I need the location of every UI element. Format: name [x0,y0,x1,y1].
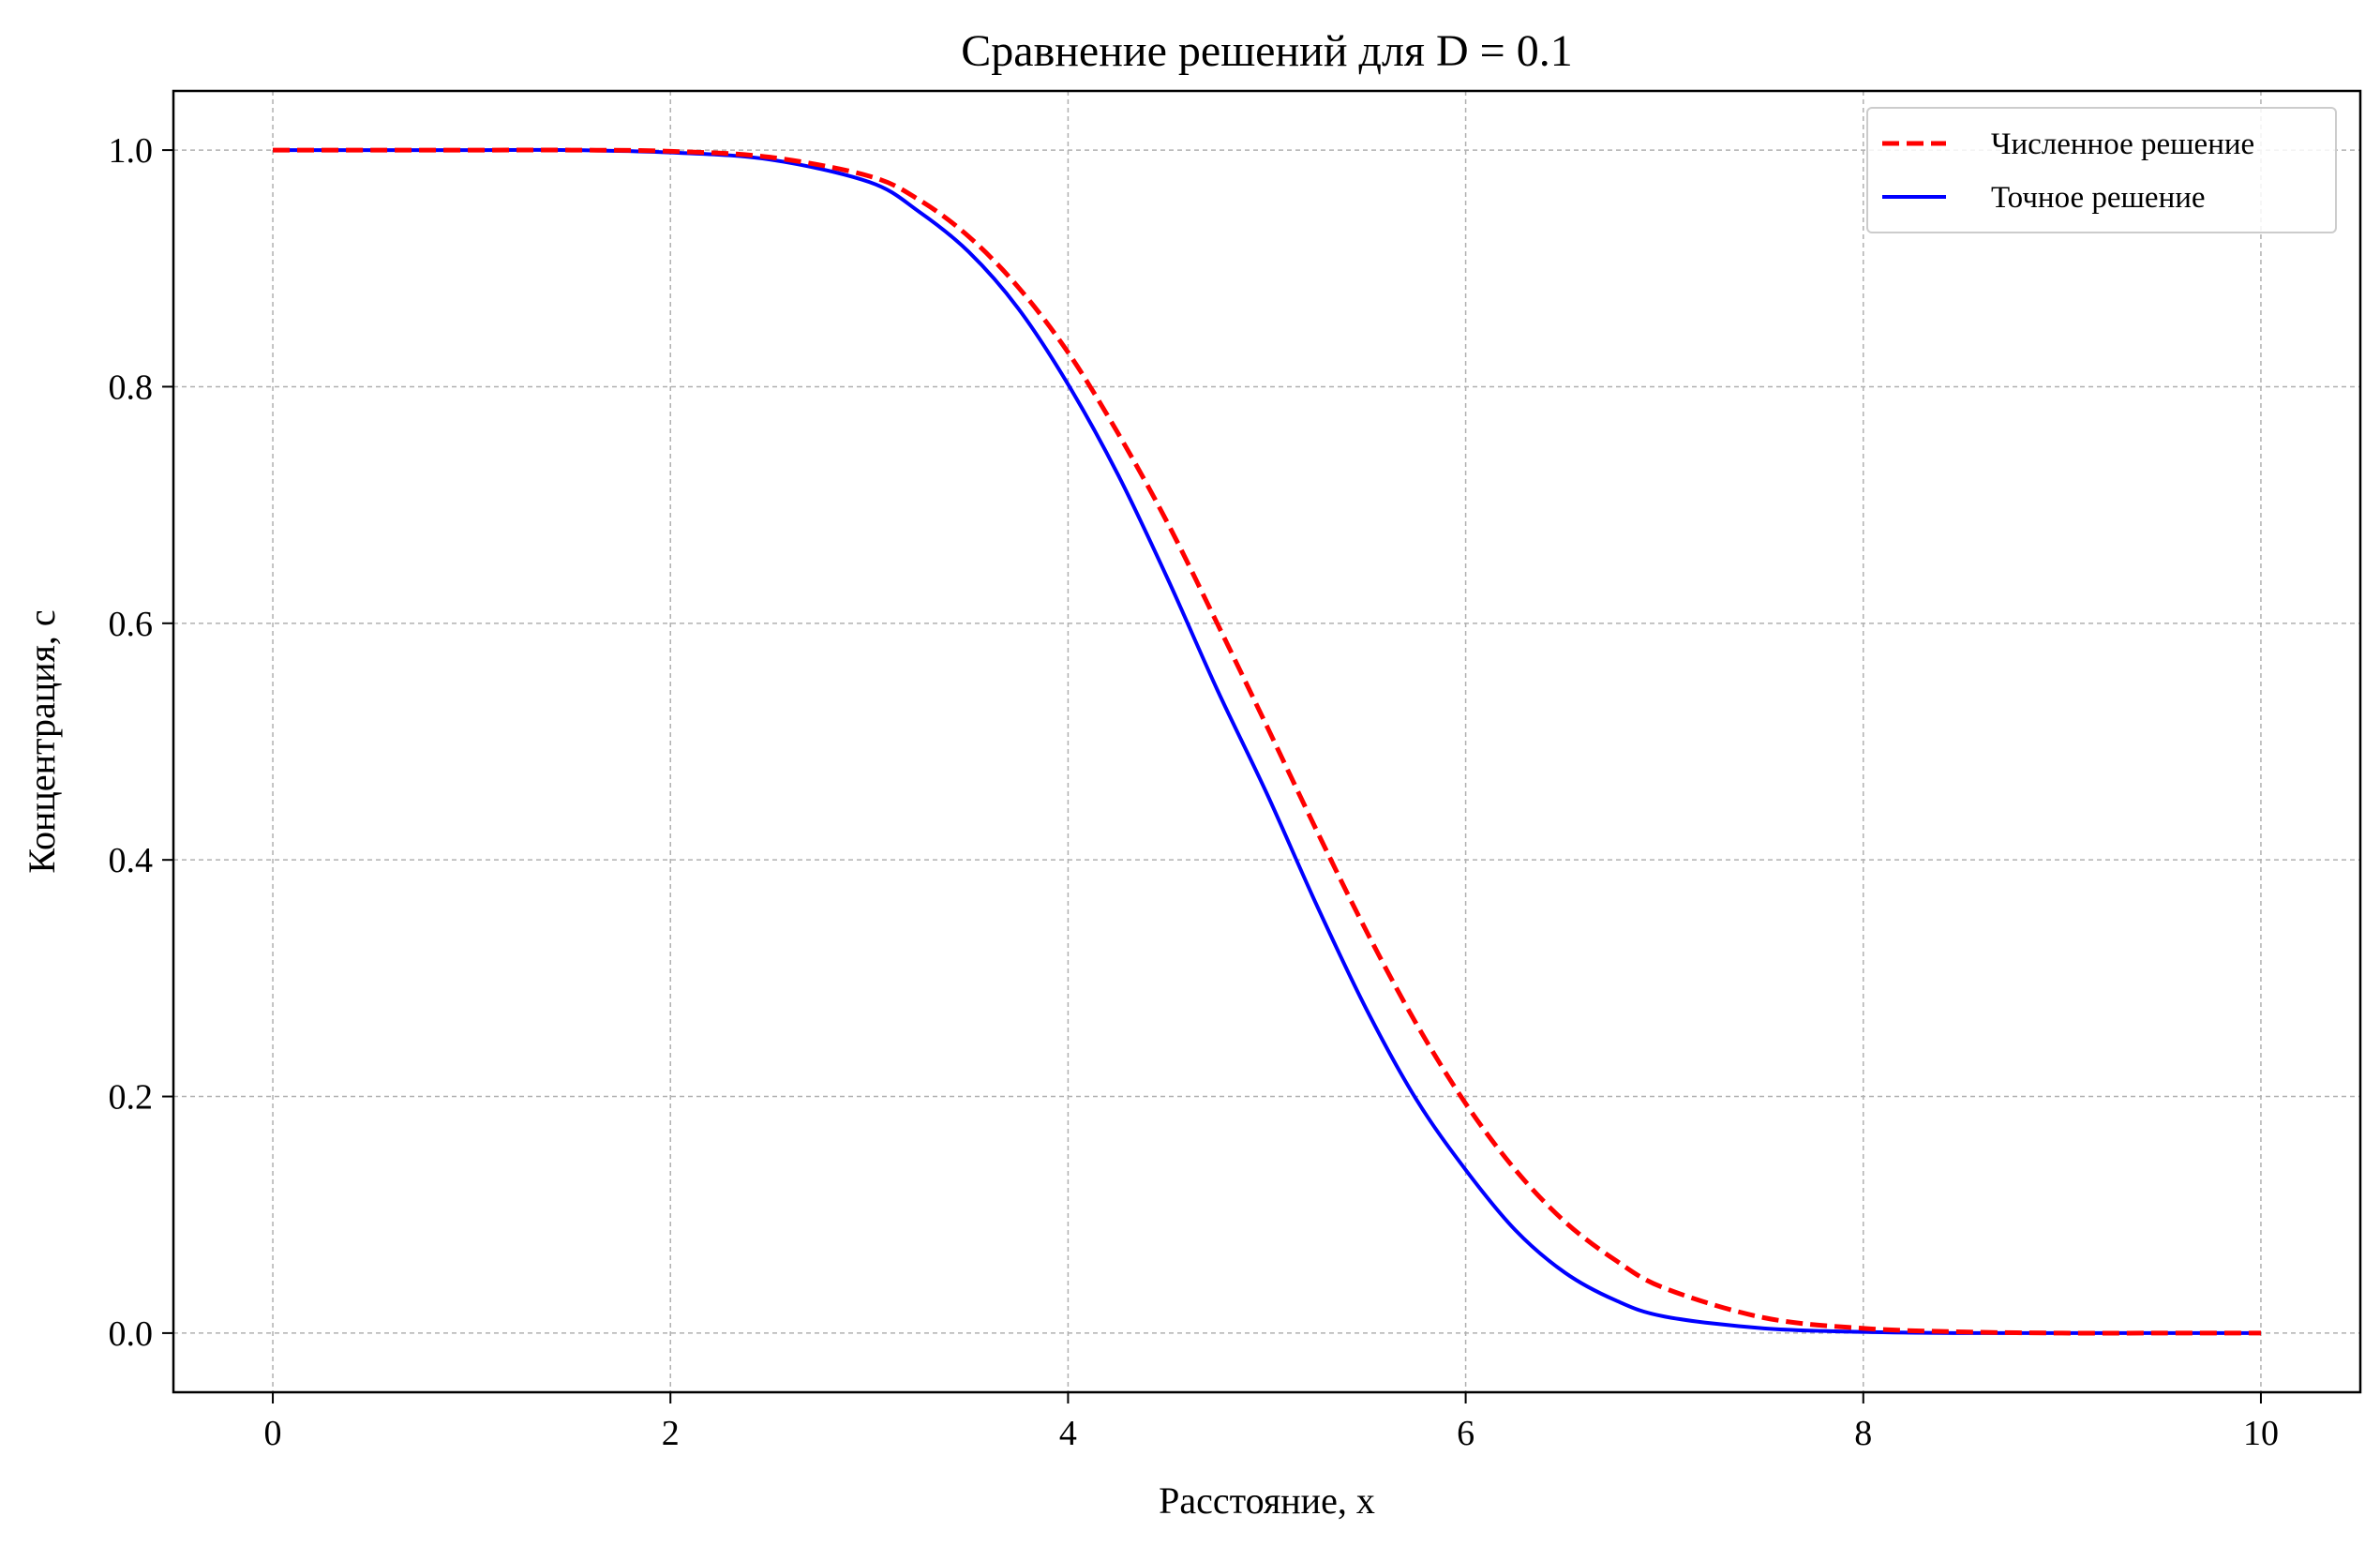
x-tick-label: 0 [264,1414,282,1453]
x-tick-label: 8 [1854,1414,1872,1453]
y-tick-label: 0.8 [109,368,154,407]
series-layer [273,147,2261,1336]
plot-frame [172,89,2362,1394]
x-tick-label: 2 [662,1414,680,1453]
x-tick-label: 10 [2243,1414,2279,1453]
chart-title: Сравнение решений для D = 0.1 [961,26,1572,76]
series-line-numerical [273,147,2261,1336]
x-tick-label: 6 [1457,1414,1474,1453]
grid [173,91,2360,1392]
x-tick-label: 4 [1059,1414,1077,1453]
legend-box [1866,107,2337,233]
y-axis-label: Концентрация, c [21,609,63,873]
y-tick-label: 1.0 [109,131,154,171]
y-tick-label: 0.6 [109,605,154,644]
legend-label: Точное решение [1991,181,2206,215]
legend: Численное решение Точное решение [1866,107,2337,233]
y-tick-label: 0.2 [109,1078,154,1118]
x-axis-label: Расстояние, x [1159,1479,1375,1522]
y-tick-label: 0.0 [109,1314,154,1354]
legend-label: Численное решение [1991,128,2254,161]
ticks: 0 2 4 6 8 10 0.0 0.2 0.4 0.6 0.8 1.0 [109,131,2279,1453]
y-tick-label: 0.4 [109,841,154,880]
